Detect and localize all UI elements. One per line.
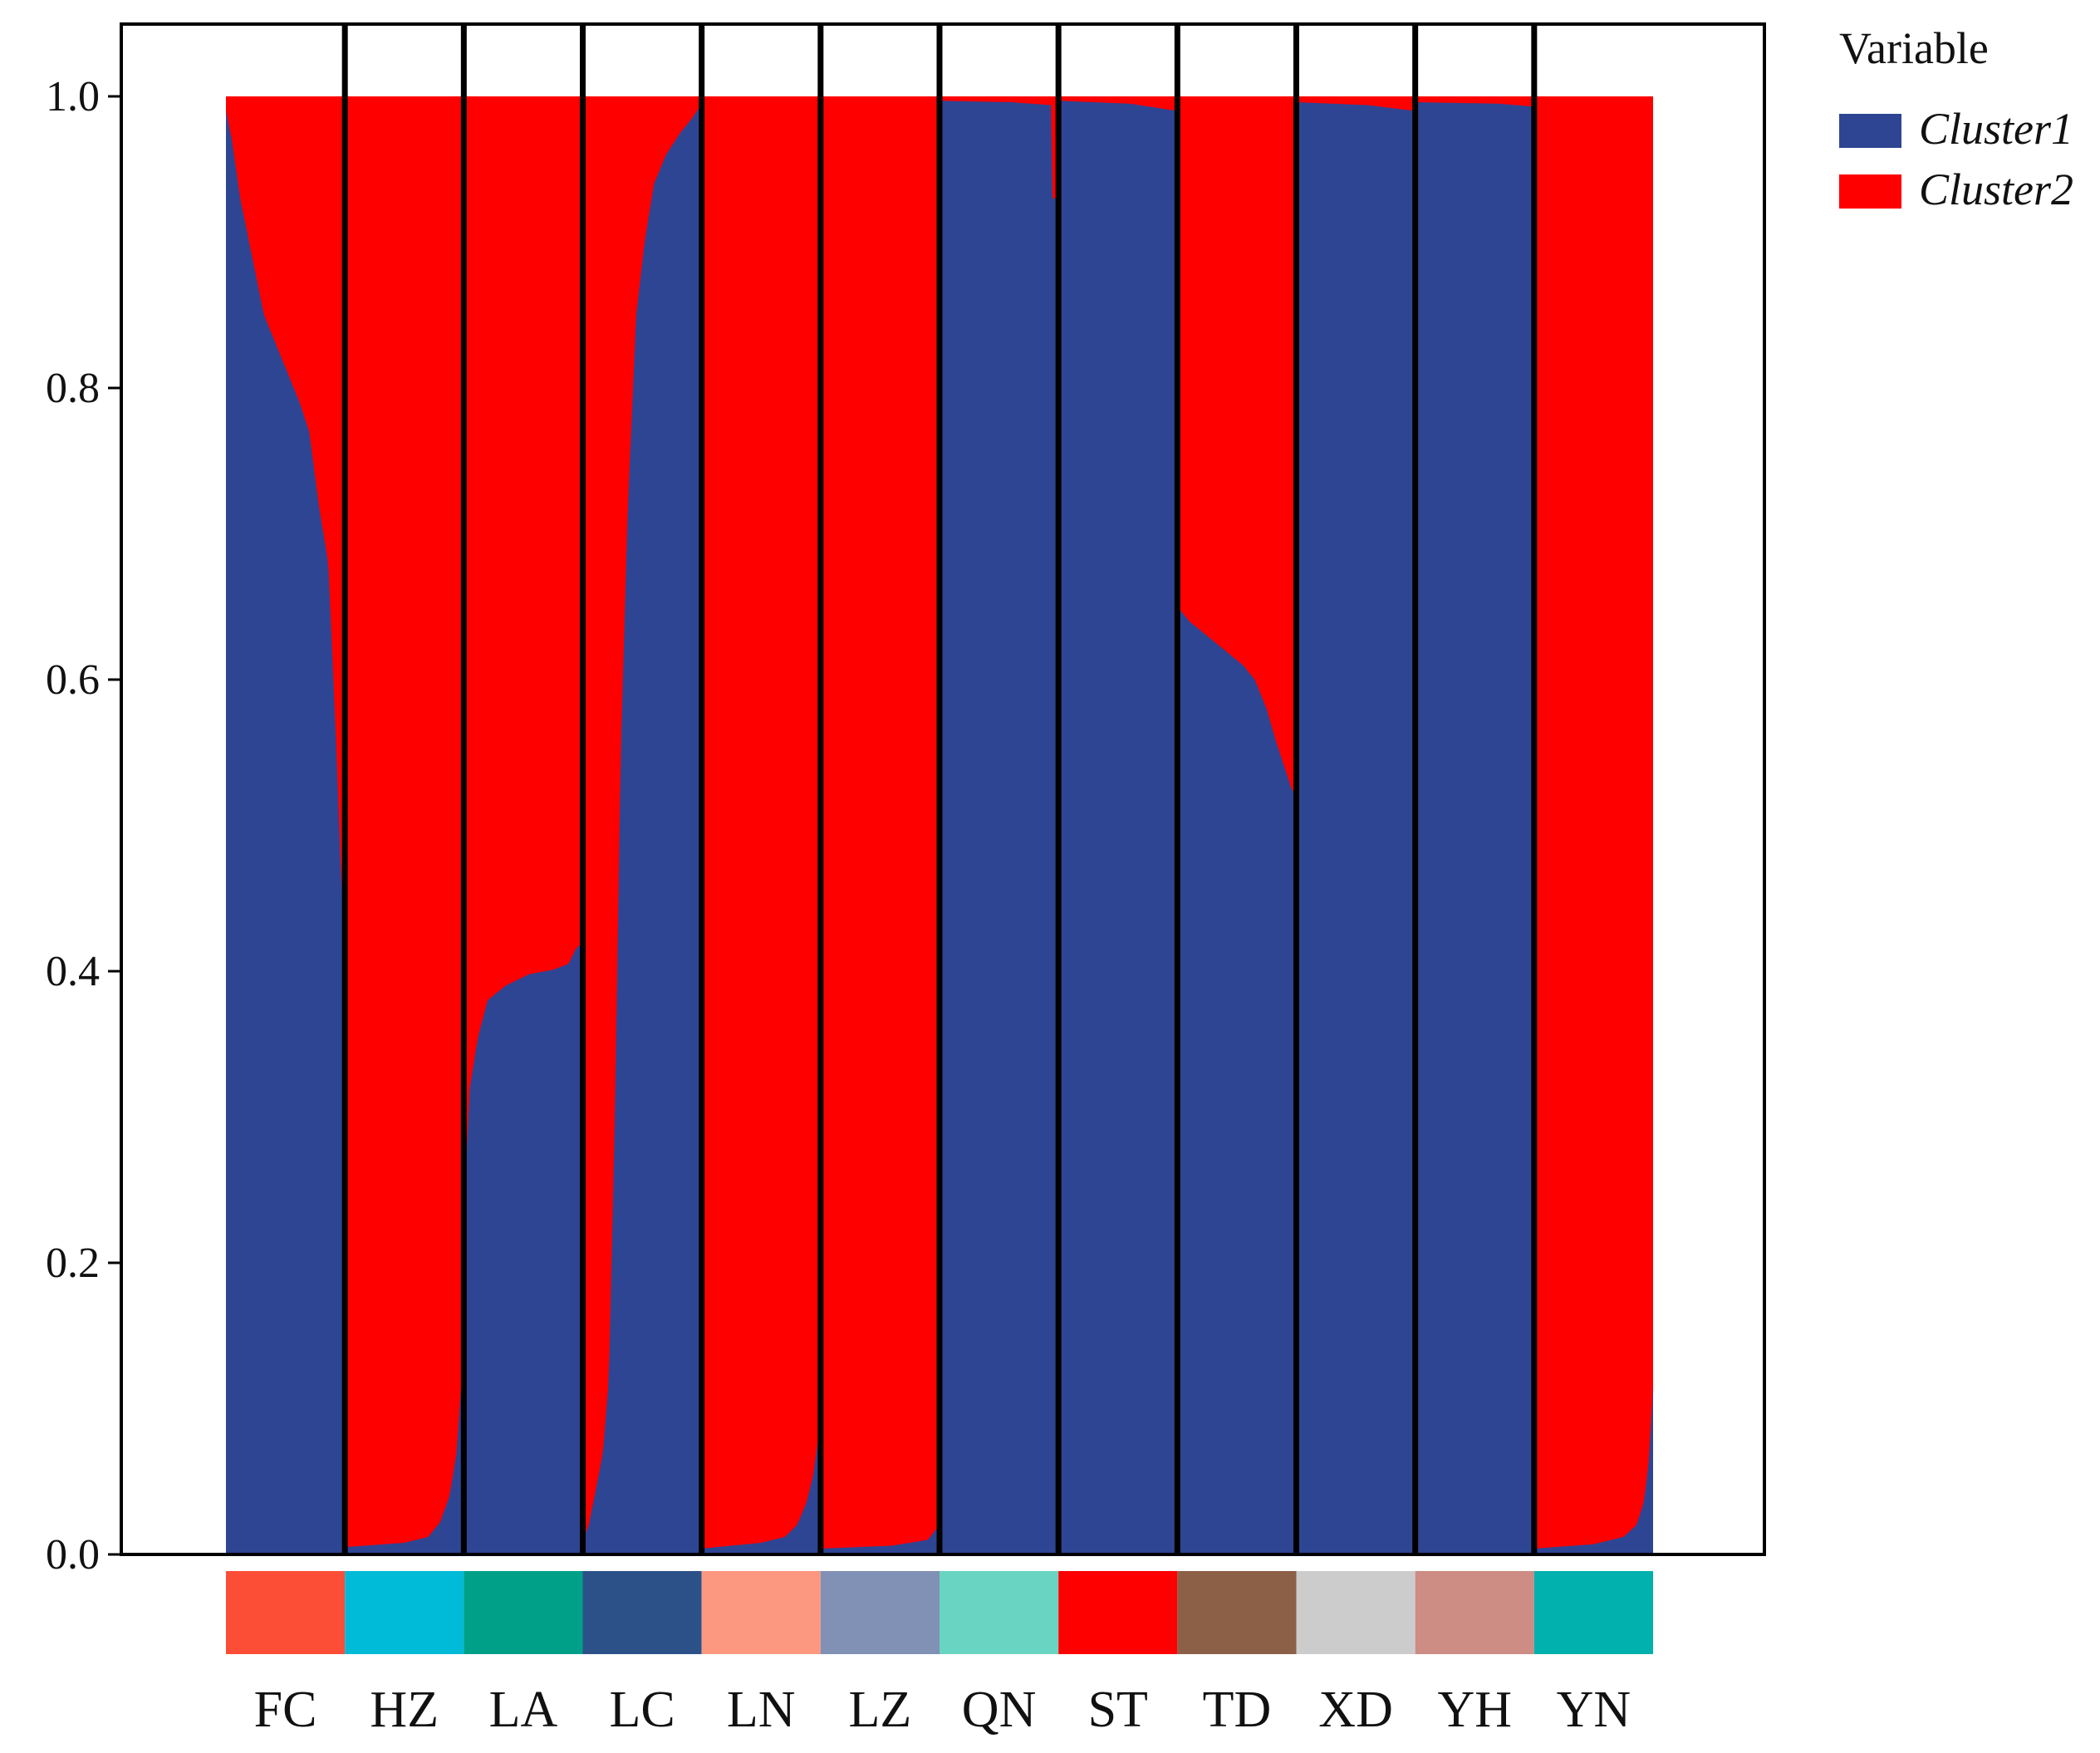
bar-cluster1-la [464, 941, 583, 1554]
legend-title: Variable [1839, 23, 1989, 73]
bar-cluster1-yn [1533, 1387, 1653, 1554]
bar-cluster2-lz [820, 96, 940, 1554]
pop-label-lc: LC [609, 1682, 675, 1738]
bar-area [226, 96, 1653, 1554]
strip-td [1177, 1571, 1297, 1654]
strip-fc [226, 1571, 346, 1654]
bar-cluster1-xd [1296, 102, 1416, 1554]
y-tick-label-1: 0.2 [46, 1240, 100, 1287]
population-color-strip [226, 1571, 1653, 1654]
population-dividers [341, 24, 1538, 1554]
pop-label-lz: LZ [849, 1682, 912, 1738]
population-labels: FC HZ LA LC LN LZ QN ST TD XD YH YN [254, 1682, 1631, 1738]
strip-qn [940, 1571, 1059, 1654]
legend-label-cluster2: Cluster2 [1919, 164, 2073, 214]
pop-label-yn: YN [1557, 1682, 1631, 1738]
y-tick-label-2: 0.4 [46, 948, 100, 995]
pop-label-xd: XD [1318, 1682, 1393, 1738]
y-tick-label-5: 1.0 [46, 73, 100, 120]
bar-cluster1-lc [582, 103, 702, 1554]
legend-label-cluster1: Cluster1 [1919, 104, 2073, 154]
y-axis: 0.0 0.2 0.4 0.6 0.8 1.0 [46, 73, 121, 1579]
strip-lc [582, 1571, 702, 1654]
y-tick-label-0: 0.0 [46, 1531, 100, 1579]
pop-label-fc: FC [254, 1682, 317, 1738]
bar-cluster1-st [1058, 101, 1178, 1554]
pop-label-qn: QN [962, 1682, 1037, 1738]
pop-label-ln: LN [727, 1682, 796, 1738]
strip-ln [701, 1571, 821, 1654]
legend-swatch-cluster1 [1839, 114, 1901, 148]
legend-swatch-cluster2 [1839, 174, 1901, 209]
bar-cluster1-yh [1415, 102, 1534, 1554]
pop-label-yh: YH [1437, 1682, 1512, 1738]
pop-label-st: ST [1088, 1682, 1148, 1738]
bar-cluster1-td [1177, 606, 1297, 1554]
bar-cluster2-yn [1533, 96, 1653, 1554]
strip-la [464, 1571, 583, 1654]
bar-cluster2-ln [701, 96, 821, 1554]
bar-cluster2-hz [345, 96, 464, 1554]
strip-st [1058, 1571, 1178, 1654]
strip-hz [345, 1571, 464, 1654]
strip-lz [820, 1571, 940, 1654]
strip-yn [1533, 1571, 1653, 1654]
plot-frame [120, 22, 1766, 1556]
pop-label-la: LA [489, 1682, 558, 1738]
strip-xd [1296, 1571, 1416, 1654]
bar-cluster1-hz [345, 1364, 464, 1554]
legend: Variable Cluster1 Cluster2 [1839, 23, 2073, 214]
pop-label-hz: HZ [370, 1682, 439, 1738]
y-tick-label-3: 0.6 [46, 656, 100, 704]
bar-cluster1-fc [226, 110, 346, 1554]
strip-yh [1415, 1571, 1534, 1654]
bar-cluster1-lz [820, 1525, 940, 1554]
pop-label-td: TD [1203, 1682, 1272, 1738]
bar-cluster1-qn [940, 101, 1059, 1554]
bar-cluster1-ln [701, 1423, 821, 1554]
y-tick-label-4: 0.8 [46, 365, 100, 412]
